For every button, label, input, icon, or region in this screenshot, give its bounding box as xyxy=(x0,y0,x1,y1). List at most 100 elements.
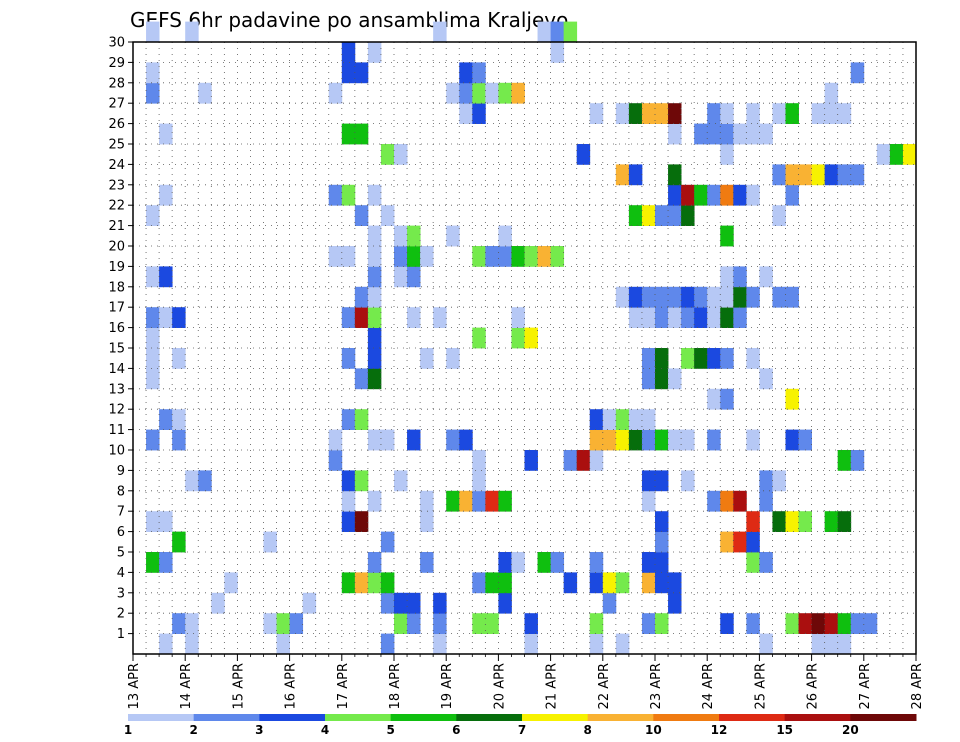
legend-label: 4 xyxy=(321,723,329,737)
heatmap-cell xyxy=(380,531,395,553)
heatmap-cell xyxy=(380,144,395,165)
heatmap-cell xyxy=(159,409,173,430)
heatmap-cell xyxy=(146,21,160,43)
heatmap-cell xyxy=(746,429,760,451)
heatmap-cell xyxy=(159,184,173,206)
heatmap-cell xyxy=(394,246,408,267)
heatmap-cell xyxy=(785,511,799,532)
heatmap-cell xyxy=(628,429,643,451)
heatmap-cell xyxy=(341,42,356,63)
y-tick-label: 16 xyxy=(108,321,125,336)
heatmap-cell xyxy=(850,450,865,471)
heatmap-cell xyxy=(824,164,839,186)
heatmap-cell xyxy=(198,470,212,492)
heatmap-cell xyxy=(354,470,369,492)
heatmap-cell xyxy=(720,266,734,288)
heatmap-cell xyxy=(159,123,173,145)
heatmap-cell xyxy=(472,613,486,634)
heatmap-cell xyxy=(550,552,565,573)
heatmap-cell xyxy=(146,429,160,451)
y-tick-label: 6 xyxy=(117,525,125,540)
heatmap-cell xyxy=(498,592,512,614)
heatmap-cell xyxy=(159,307,173,328)
heatmap-cell xyxy=(641,613,656,634)
heatmap-cell xyxy=(681,429,695,451)
heatmap-cell xyxy=(367,286,382,308)
heatmap-cell xyxy=(524,327,538,349)
heatmap-cell xyxy=(146,62,160,84)
heatmap-cell xyxy=(524,450,538,471)
heatmap-cell xyxy=(772,511,786,532)
heatmap-cell xyxy=(380,572,395,594)
heatmap-cell xyxy=(641,429,656,451)
heatmap-cell xyxy=(328,450,343,471)
y-tick-label: 30 xyxy=(108,36,125,51)
heatmap-cell xyxy=(498,552,512,573)
heatmap-cell xyxy=(407,429,421,451)
heatmap-cell xyxy=(785,388,799,410)
heatmap-cell xyxy=(589,103,604,124)
heatmap-cell xyxy=(354,62,369,84)
heatmap-cell xyxy=(289,613,304,634)
heatmap-cell xyxy=(641,470,656,492)
heatmap-cell xyxy=(341,511,356,532)
heatmap-cell xyxy=(420,246,434,267)
heatmap-cell xyxy=(655,103,669,124)
heatmap-cell xyxy=(746,531,760,553)
x-tick-label: 15 APR xyxy=(231,663,246,709)
x-tick-label: 22 APR xyxy=(597,663,612,709)
heatmap-cell xyxy=(785,429,799,451)
heatmap-cell xyxy=(668,592,682,614)
legend-label: 1 xyxy=(124,723,132,737)
heatmap-cell xyxy=(785,164,799,186)
y-tick-label: 11 xyxy=(108,423,125,438)
heatmap-cell xyxy=(211,592,225,614)
heatmap-cell xyxy=(407,266,421,288)
heatmap-cell xyxy=(850,62,865,84)
heatmap-cell xyxy=(668,205,682,226)
legend-swatch xyxy=(587,714,654,721)
heatmap-cell xyxy=(498,490,512,512)
heatmap-cell xyxy=(863,613,878,634)
heatmap-cell xyxy=(420,552,434,573)
heatmap-cell xyxy=(733,490,747,512)
heatmap-cell xyxy=(263,531,277,553)
heatmap-cell xyxy=(354,511,369,532)
heatmap-cell xyxy=(641,490,656,512)
legend-swatch xyxy=(390,714,457,721)
heatmap-cell xyxy=(615,409,630,430)
heatmap-cell xyxy=(811,613,826,634)
heatmap-cell xyxy=(407,307,421,328)
heatmap-cell xyxy=(772,470,786,492)
heatmap-cell xyxy=(589,429,604,451)
x-tick-label: 17 APR xyxy=(336,663,351,709)
y-tick-label: 5 xyxy=(117,546,125,561)
heatmap-cell xyxy=(367,307,382,328)
heatmap-cell xyxy=(746,286,760,308)
heatmap-cell xyxy=(876,144,891,165)
heatmap-cell xyxy=(641,205,656,226)
heatmap-cell xyxy=(655,531,669,553)
heatmap-cell xyxy=(367,184,382,206)
heatmap-cell xyxy=(367,368,382,390)
heatmap-cell xyxy=(146,82,160,104)
heatmap-cell xyxy=(720,388,734,410)
heatmap-cell xyxy=(602,429,617,451)
heatmap-cell xyxy=(641,552,656,573)
heatmap-cell xyxy=(446,348,460,369)
heatmap-cell xyxy=(420,511,434,532)
heatmap-cell xyxy=(472,490,486,512)
heatmap-cell xyxy=(589,409,604,430)
y-axis-ticks: 1234567891011121314151617181920212223242… xyxy=(108,36,133,642)
legend-swatch xyxy=(522,714,589,721)
heatmap-cell xyxy=(146,327,160,349)
heatmap-cell xyxy=(759,470,773,492)
heatmap-cell xyxy=(837,164,852,186)
heatmap-cell xyxy=(837,450,852,471)
heatmap-cell xyxy=(459,103,473,124)
heatmap-cell xyxy=(824,613,839,634)
heatmap-cell xyxy=(707,429,721,451)
heatmap-cell xyxy=(537,246,551,267)
heatmap-cell xyxy=(707,348,721,369)
heatmap-cell xyxy=(615,429,630,451)
